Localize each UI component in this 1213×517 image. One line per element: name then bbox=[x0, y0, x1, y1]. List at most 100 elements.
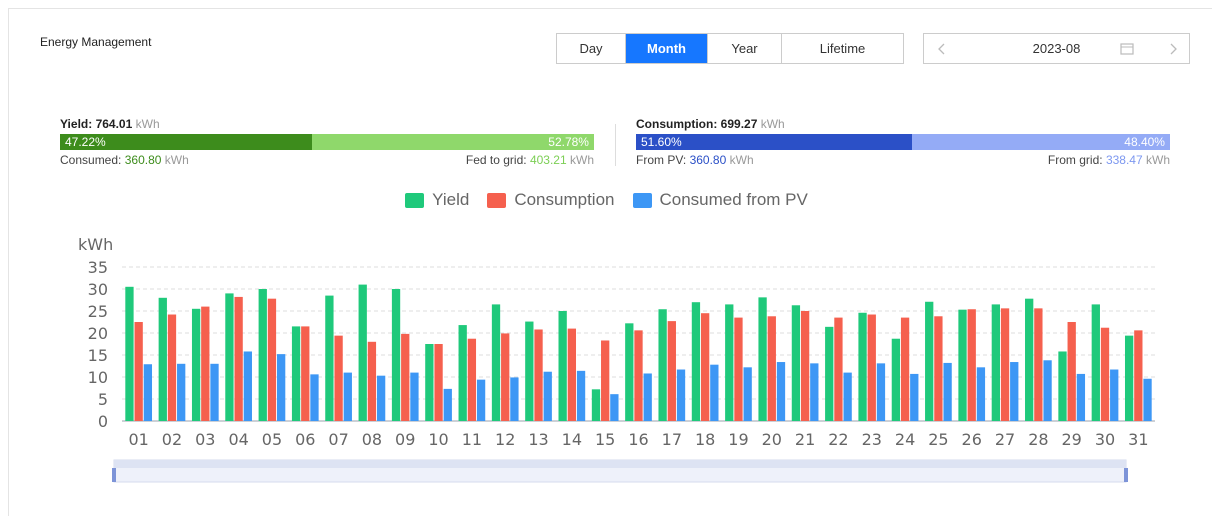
bar bbox=[843, 372, 852, 421]
bar bbox=[900, 317, 910, 421]
bar bbox=[725, 304, 734, 421]
bar bbox=[167, 314, 177, 421]
bar bbox=[325, 295, 334, 421]
legend-label: Yield bbox=[432, 190, 470, 209]
bar bbox=[1034, 308, 1043, 421]
bar bbox=[925, 301, 934, 421]
bar bbox=[225, 293, 234, 421]
x-tick-label: 16 bbox=[628, 430, 648, 449]
bar bbox=[358, 284, 367, 421]
bar bbox=[967, 309, 976, 421]
bar bbox=[576, 370, 586, 421]
tab-group: Day Month Year Lifetime bbox=[556, 33, 904, 64]
bar bbox=[834, 317, 843, 421]
tab[interactable]: Day bbox=[557, 34, 626, 63]
bar bbox=[258, 289, 267, 421]
value: 403.21 bbox=[529, 153, 567, 167]
bar bbox=[976, 367, 986, 421]
bar bbox=[643, 373, 652, 421]
unit: kWh bbox=[570, 153, 594, 167]
share-label: 51.60% bbox=[641, 135, 682, 149]
zoom-slider[interactable] bbox=[112, 459, 1128, 483]
yield-summary: Yield: 764.01 kWh 47.22% 52.78% Consumed… bbox=[60, 117, 594, 167]
bar bbox=[567, 328, 577, 421]
label: Consumed: bbox=[60, 153, 122, 167]
bar bbox=[876, 363, 886, 421]
x-tick-label: 10 bbox=[428, 430, 448, 449]
bar bbox=[467, 338, 477, 421]
share-label: 48.40% bbox=[1124, 135, 1165, 149]
label: From PV: bbox=[636, 153, 687, 167]
share-label: 47.22% bbox=[65, 135, 106, 149]
x-tick-label: 20 bbox=[762, 430, 782, 449]
bar bbox=[277, 354, 286, 421]
bar bbox=[858, 312, 867, 421]
bar bbox=[558, 311, 567, 421]
bar bbox=[601, 340, 610, 421]
unit: kWh bbox=[164, 153, 189, 167]
bar bbox=[891, 338, 901, 421]
legend: Yield Consumption Consumed from PV bbox=[0, 190, 1213, 210]
tab[interactable]: Lifetime bbox=[819, 41, 866, 56]
x-tick-label: 24 bbox=[895, 430, 915, 449]
x-tick-label: 26 bbox=[962, 430, 982, 449]
bar bbox=[1143, 378, 1152, 421]
bar bbox=[434, 344, 443, 421]
date-picker[interactable]: 2023-08 bbox=[923, 33, 1190, 64]
consumption-summary: Consumption: 699.27 kWh 51.60% 48.40% Fr… bbox=[636, 117, 1170, 167]
bar bbox=[501, 333, 510, 421]
bar bbox=[343, 372, 352, 421]
bar bbox=[1000, 308, 1010, 421]
picker-icons bbox=[938, 43, 1177, 55]
bar bbox=[367, 341, 377, 421]
bar bbox=[625, 323, 634, 421]
bar bbox=[201, 306, 210, 421]
bar bbox=[443, 388, 452, 421]
bar bbox=[334, 335, 343, 421]
bar bbox=[391, 289, 401, 421]
y-tick-label: 15 bbox=[88, 346, 108, 365]
y-tick-label: 25 bbox=[88, 302, 108, 321]
bar bbox=[1091, 304, 1100, 421]
bar bbox=[1076, 373, 1086, 421]
bar bbox=[1043, 360, 1052, 421]
bar bbox=[758, 297, 767, 421]
bar bbox=[667, 321, 676, 421]
share-bar: 51.60% bbox=[636, 134, 912, 150]
value: 360.80 bbox=[124, 153, 162, 167]
legend-item[interactable]: Yield bbox=[405, 190, 469, 210]
bar bbox=[1134, 330, 1143, 421]
x-tick-label: 08 bbox=[362, 430, 382, 449]
bar bbox=[767, 316, 776, 421]
x-tick-label: 07 bbox=[328, 430, 348, 449]
share-bar: 47.22% bbox=[60, 134, 313, 150]
y-tick-label: 5 bbox=[98, 390, 108, 409]
bar bbox=[991, 304, 1000, 421]
bar bbox=[1010, 362, 1019, 421]
x-tick-label: 28 bbox=[1028, 430, 1048, 449]
bar bbox=[210, 363, 219, 421]
legend-item[interactable]: Consumed from PV bbox=[632, 190, 808, 210]
bar bbox=[691, 302, 701, 421]
x-tick-label: 29 bbox=[1062, 430, 1082, 449]
x-tick-label: 19 bbox=[728, 430, 748, 449]
bar bbox=[1025, 298, 1034, 421]
bar bbox=[867, 314, 876, 421]
value: 764.01 bbox=[95, 117, 133, 131]
y-axis-label: kWh bbox=[78, 235, 113, 254]
unit: kWh bbox=[135, 117, 160, 131]
label: From grid: bbox=[1047, 153, 1103, 167]
bar bbox=[791, 305, 801, 421]
y-tick-label: 20 bbox=[88, 324, 108, 343]
tab[interactable]: Month bbox=[626, 34, 708, 63]
legend-item[interactable]: Consumption bbox=[487, 190, 615, 210]
divider bbox=[615, 124, 616, 166]
tab[interactable]: Year bbox=[708, 34, 782, 63]
bar bbox=[177, 363, 186, 421]
bar bbox=[376, 375, 386, 421]
x-tick-label: 15 bbox=[595, 430, 615, 449]
x-tick-label: 21 bbox=[795, 430, 815, 449]
bar bbox=[301, 326, 310, 421]
x-tick-label: 14 bbox=[562, 430, 582, 449]
bar bbox=[958, 309, 967, 421]
